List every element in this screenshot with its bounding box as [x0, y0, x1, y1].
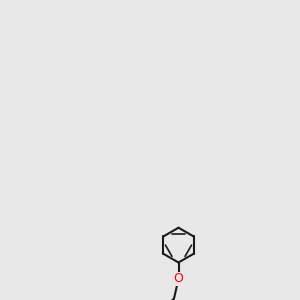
FancyBboxPatch shape	[174, 274, 183, 284]
Text: O: O	[174, 272, 183, 286]
